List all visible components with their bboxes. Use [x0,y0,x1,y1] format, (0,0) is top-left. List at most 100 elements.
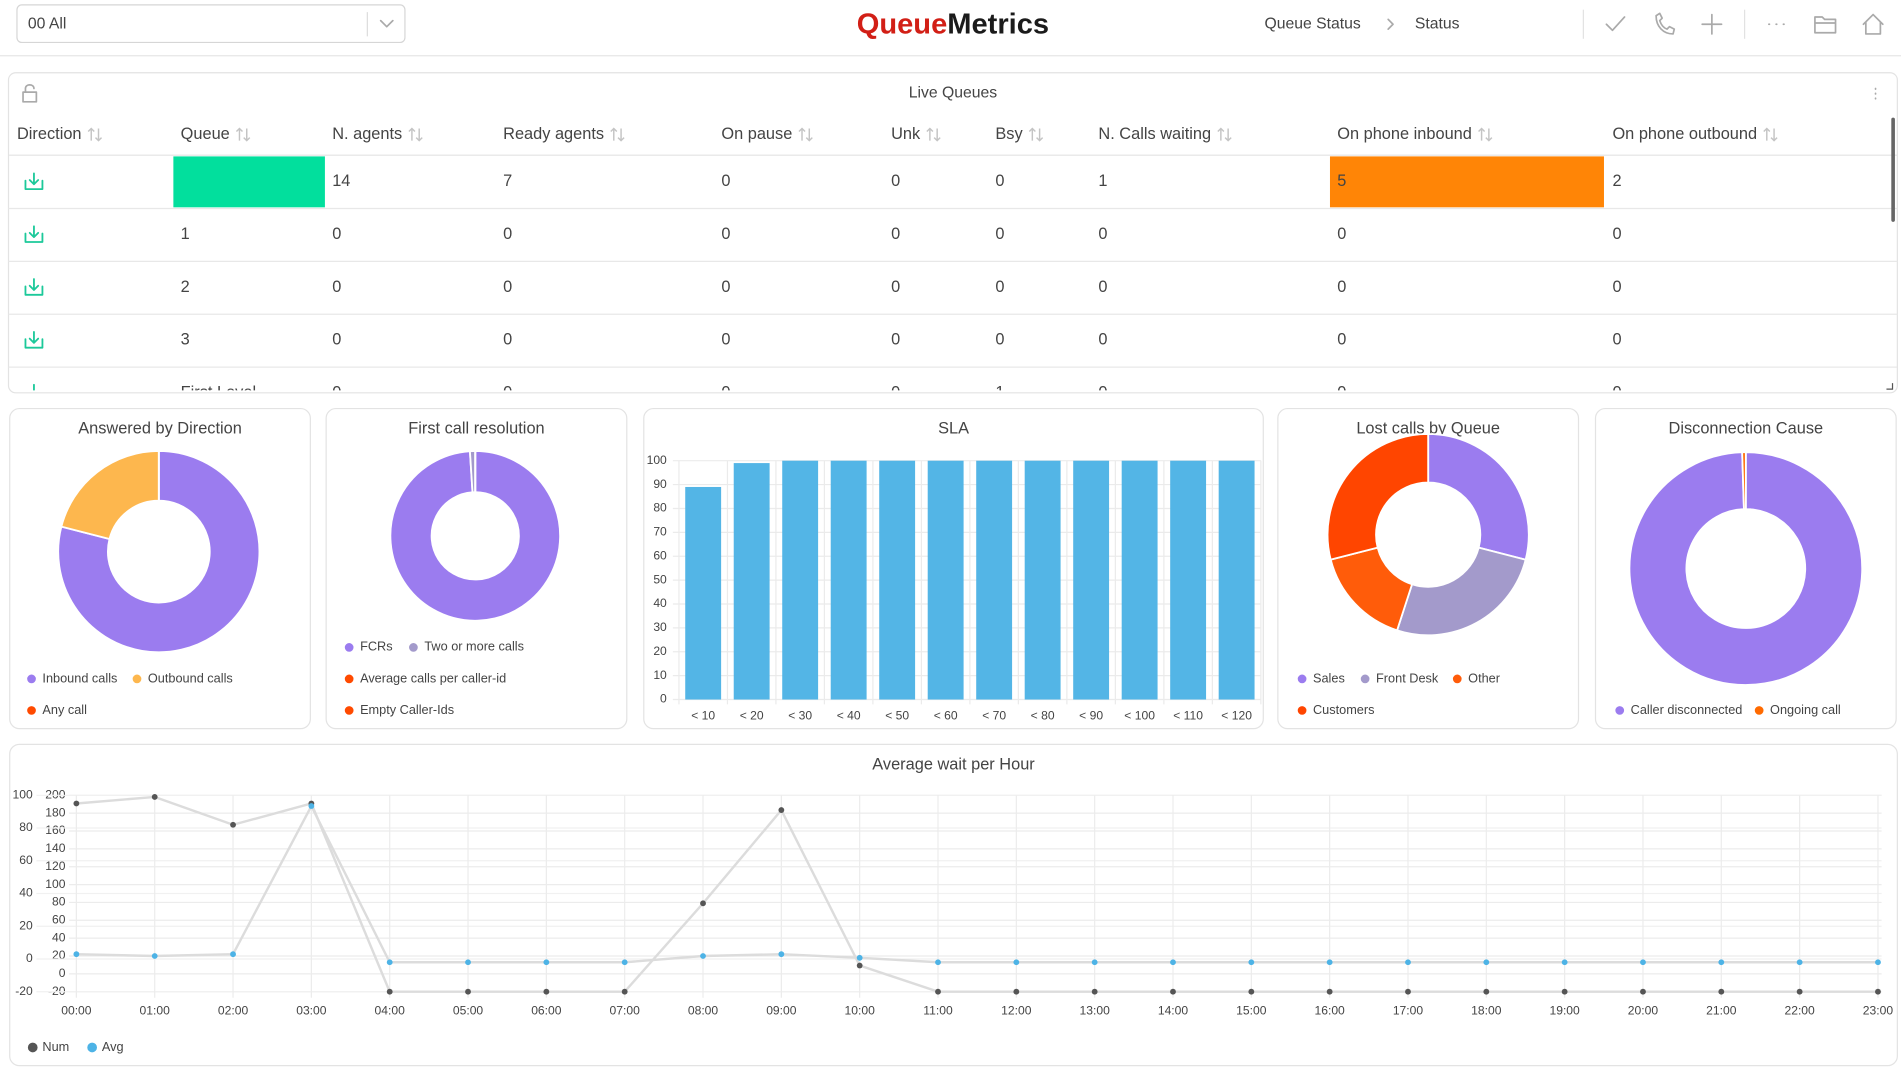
y2-tick-label: 80 [52,895,66,909]
column-header[interactable]: On pause [721,125,792,143]
sort-icon [1763,127,1778,142]
live-queues-panel [7,72,1898,394]
column-header[interactable]: On phone outbound [1612,125,1757,143]
slice [57,450,261,654]
x-tick-label: < 10 [691,709,715,723]
table-cell: 0 [1612,225,1621,243]
x-tick-label: 14:00 [1158,1003,1189,1017]
y-tick-label: 80 [19,820,33,834]
x-tick-label: < 90 [1079,709,1103,723]
sort-icon [926,127,941,142]
point [1796,988,1803,995]
direction-icon [24,331,44,349]
legend-swatch [344,674,354,684]
column-header[interactable]: N. Calls waiting [1098,125,1211,143]
legend-label: Num [42,1039,69,1054]
column-header[interactable]: Unk [891,125,921,143]
breadcrumb-item[interactable]: Queue Status [1265,15,1361,32]
point [73,951,80,958]
point [1248,959,1255,966]
y2-tick-label: 160 [45,823,65,837]
select-chevron[interactable] [379,19,394,28]
lock-icon[interactable] [22,84,38,103]
phone-icon[interactable] [1655,12,1676,35]
table-cell: 0 [1337,278,1346,296]
sort-icon [610,127,625,142]
table-cell: 0 [891,225,900,243]
x-tick-label: 08:00 [688,1003,719,1017]
table-cell: 0 [721,384,730,402]
select-box[interactable] [16,4,406,44]
y2-tick-label: 180 [45,805,65,819]
point [856,962,863,969]
legend-label: Ongoing call [1770,702,1841,717]
scrollbar[interactable] [1891,117,1895,222]
bar [1121,460,1158,700]
legend-label: Sales [1313,670,1345,685]
bar [782,460,819,700]
table-cell: 0 [891,384,900,402]
point [465,988,471,995]
folder-icon[interactable] [1814,16,1837,34]
column-header[interactable]: Direction [17,125,82,143]
legend-label: Front Desk [1376,670,1439,685]
table-cell: 0 [332,331,341,349]
point [1796,959,1803,966]
table-cell: 0 [995,331,1004,349]
table-cell: 0 [721,172,730,190]
slice [1427,433,1530,561]
y2-tick-label: 0 [59,966,66,980]
legend-swatch [1297,674,1307,684]
y-tick-label: 90 [653,477,667,491]
series-line [76,795,1878,993]
legend-swatch [1754,706,1764,715]
sort-icon [798,127,813,142]
column-header[interactable]: Queue [181,125,230,143]
point [543,988,550,995]
x-tick-label: 19:00 [1549,1003,1580,1017]
resize-handle[interactable] [1886,383,1894,390]
select-value[interactable]: 00 All [28,15,67,32]
home-icon[interactable] [1862,13,1884,35]
breadcrumb-item[interactable]: Status [1415,15,1460,32]
table-cell: 0 [721,278,730,296]
y-tick-label: -20 [15,984,33,998]
breadcrumb-separator [1387,18,1394,30]
legend-label: Two or more calls [424,639,524,654]
x-tick-label: 10:00 [845,1003,876,1017]
legend-swatch [27,706,36,715]
check-icon[interactable] [1605,16,1626,32]
point [1326,959,1333,966]
x-tick-label: < 60 [934,709,958,723]
table-cell: 0 [1098,278,1107,296]
table-cell: 0 [721,331,730,349]
x-tick-label: 21:00 [1706,1003,1737,1017]
plus-icon[interactable] [1701,13,1723,35]
table-cell: 0 [1612,384,1621,402]
y2-tick-label: 120 [45,859,65,873]
column-header[interactable]: N. agents [332,125,402,143]
sort-icon [408,127,423,142]
point [1405,988,1411,995]
queue-select[interactable]: 00 All [16,4,406,44]
column-header[interactable]: On phone inbound [1337,125,1472,143]
table-cell: 0 [503,331,512,349]
point [621,988,628,995]
legend-label: Avg [102,1039,124,1054]
column-header[interactable]: Ready agents [503,125,604,143]
legend-label: Average calls per caller-id [360,670,506,685]
sort-icon [1028,127,1044,142]
column-header[interactable]: Bsy [995,125,1023,143]
point [543,959,550,966]
y2-tick-label: -20 [48,984,66,998]
table-cell: 0 [891,172,900,190]
legend-label: FCRs [360,639,393,654]
sort-icon [1478,127,1493,142]
table-cell: 0 [995,225,1004,243]
bar [685,486,722,700]
table-cell: 0 [1337,225,1346,243]
point [700,900,706,907]
sort-icon [1217,127,1232,142]
legend-swatch [409,643,418,652]
bar [1218,460,1255,700]
